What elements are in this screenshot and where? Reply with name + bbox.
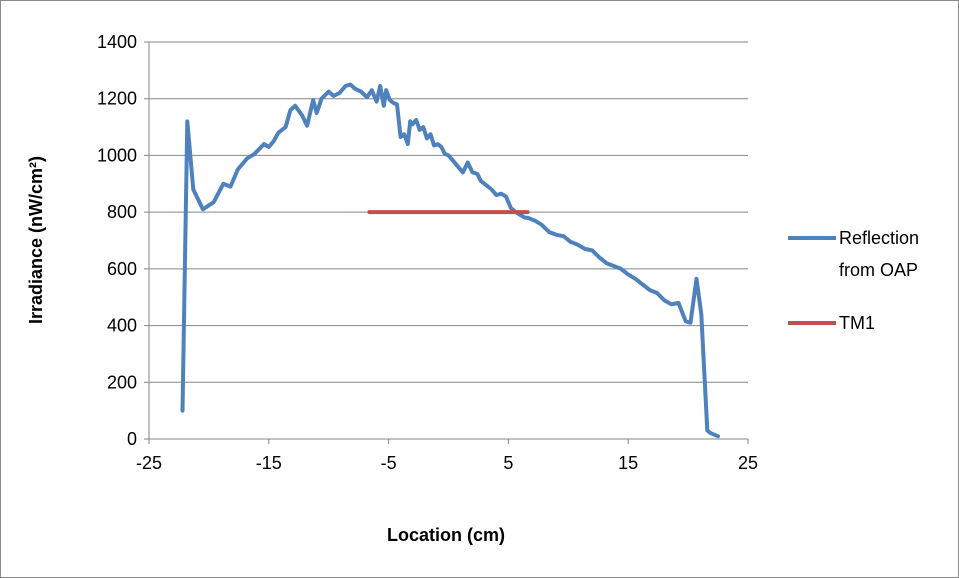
legend-label-1: TM1: [839, 313, 875, 333]
y-axis-title: Irradiance (nW/cm²): [26, 156, 46, 324]
y-tick-label: 600: [107, 259, 137, 279]
y-tick-label: 200: [107, 372, 137, 392]
x-tick-label: -5: [381, 453, 397, 473]
gridlines: [144, 41, 749, 444]
x-tick-label: 25: [738, 453, 758, 473]
y-tick-label: 400: [107, 316, 137, 336]
y-tick-label: 0: [127, 429, 137, 449]
axes: [148, 42, 748, 440]
x-tick-label: 15: [618, 453, 638, 473]
y-tick-label: 800: [107, 202, 137, 222]
series-line-0: [180, 82, 720, 439]
series-layer: [180, 82, 720, 439]
x-tick-label: 5: [503, 453, 513, 473]
x-tick-label: -15: [256, 453, 282, 473]
x-axis-title: Location (cm): [387, 525, 505, 545]
legend-label-0: Reflection: [839, 228, 919, 248]
y-tick-label: 1200: [97, 89, 137, 109]
x-tick-labels: -25 -15 -5 5 15 25: [136, 453, 758, 473]
legend: Reflection from OAP TM1: [788, 228, 919, 333]
y-tick-label: 1000: [97, 145, 137, 165]
y-tick-label: 1400: [97, 32, 137, 52]
y-tick-labels: 0 200 400 600 800 1000 1200 1400: [97, 32, 137, 449]
legend-label-0: from OAP: [839, 260, 918, 280]
x-tick-label: -25: [136, 453, 162, 473]
